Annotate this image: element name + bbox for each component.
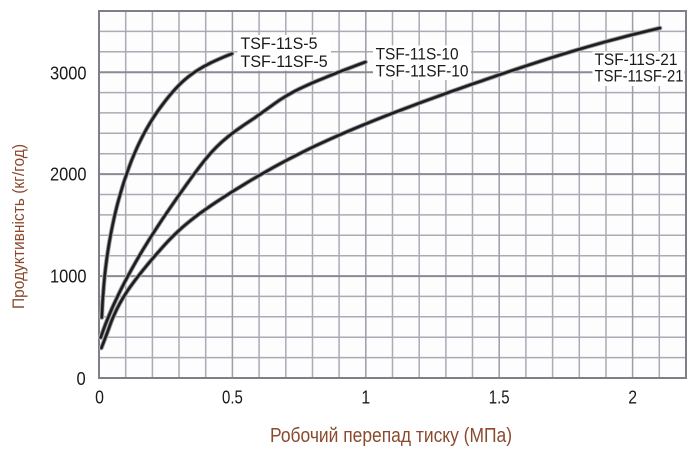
- svg-text:TSF-11S-10: TSF-11S-10: [376, 45, 459, 63]
- svg-text:2: 2: [628, 388, 637, 408]
- svg-text:TSF-11S-5: TSF-11S-5: [241, 35, 318, 53]
- svg-text:Робочий перепад тиску (МПа): Робочий перепад тиску (МПа): [270, 425, 512, 447]
- svg-text:2000: 2000: [50, 165, 87, 185]
- svg-text:3000: 3000: [50, 63, 87, 83]
- svg-text:Продуктивність (кг/год): Продуктивність (кг/год): [9, 144, 28, 309]
- svg-text:1000: 1000: [50, 267, 87, 287]
- svg-text:TSF-11SF-5: TSF-11SF-5: [241, 53, 328, 71]
- svg-text:0: 0: [95, 388, 104, 408]
- svg-text:TSF-11SF-10: TSF-11SF-10: [376, 63, 469, 81]
- svg-text:1: 1: [361, 388, 370, 408]
- svg-text:1.5: 1.5: [489, 388, 510, 408]
- svg-text:0: 0: [77, 369, 86, 389]
- svg-text:TSF-11S-21: TSF-11S-21: [595, 51, 678, 69]
- svg-text:TSF-11SF-21: TSF-11SF-21: [595, 68, 684, 86]
- svg-text:0.5: 0.5: [222, 388, 243, 408]
